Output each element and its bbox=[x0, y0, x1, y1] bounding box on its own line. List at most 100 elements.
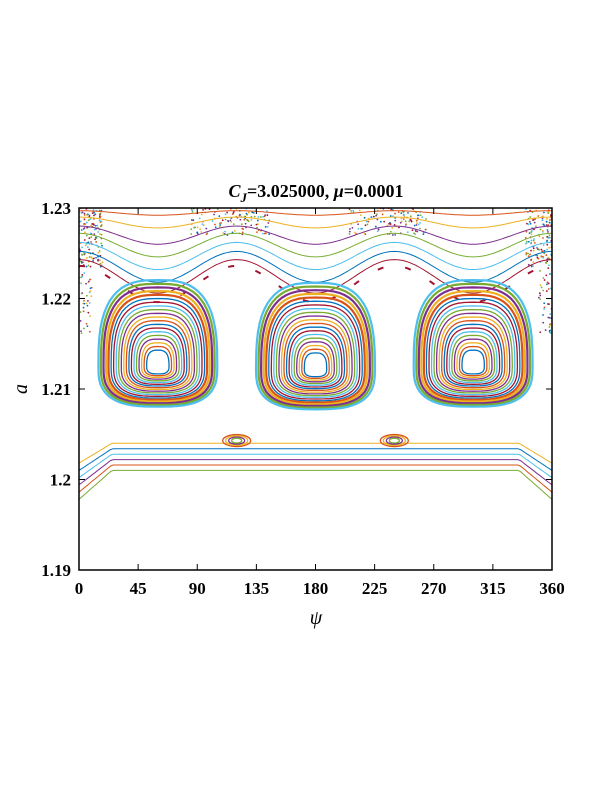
scatter-point bbox=[221, 219, 224, 222]
secondary-orbit bbox=[222, 433, 252, 448]
scatter-point bbox=[541, 250, 543, 253]
scatter-point bbox=[213, 213, 215, 216]
scatter-point bbox=[93, 224, 95, 226]
scatter-point bbox=[97, 231, 100, 233]
scatter-point bbox=[256, 219, 259, 222]
x-axis-label: ψ bbox=[310, 607, 323, 629]
scatter-point bbox=[238, 214, 241, 217]
scatter-point bbox=[80, 212, 83, 214]
scatter-point bbox=[80, 253, 83, 256]
scatter-point bbox=[88, 280, 90, 283]
passing-curve bbox=[79, 232, 552, 258]
island-orbit bbox=[290, 333, 341, 386]
island-orbit bbox=[120, 312, 196, 392]
scatter-point bbox=[266, 214, 269, 216]
scatter-point bbox=[255, 223, 258, 226]
scatter-point bbox=[388, 221, 391, 224]
scatter-point bbox=[266, 225, 269, 228]
island-orbit bbox=[278, 315, 353, 395]
lower-curve bbox=[79, 442, 552, 464]
scatter-point bbox=[83, 272, 86, 274]
scatter-point bbox=[82, 310, 85, 313]
scatter-point bbox=[539, 269, 542, 272]
scatter-point bbox=[545, 274, 548, 277]
scatter-point bbox=[525, 240, 528, 243]
scatter-point bbox=[389, 215, 392, 217]
scatter-point bbox=[218, 225, 221, 228]
scatter-point bbox=[526, 222, 528, 225]
scatter-point bbox=[80, 292, 83, 295]
scatter-point bbox=[548, 326, 551, 328]
scatter-point bbox=[99, 220, 102, 222]
secondary-orbit bbox=[388, 437, 400, 444]
scatter-point bbox=[240, 223, 243, 226]
scatter-point bbox=[193, 226, 196, 229]
scatter-point bbox=[250, 224, 253, 227]
scatter-point bbox=[527, 263, 530, 266]
scatter-point bbox=[376, 230, 379, 233]
island-orbit bbox=[140, 342, 175, 379]
scatter-point bbox=[90, 295, 93, 298]
scatter-point bbox=[547, 256, 550, 259]
scatter-point bbox=[525, 252, 528, 254]
x-tick-label: 45 bbox=[130, 579, 147, 598]
island-orbit bbox=[259, 289, 372, 408]
scatter-point bbox=[79, 320, 82, 322]
scatter-point bbox=[379, 220, 382, 223]
scatter-point bbox=[543, 252, 546, 255]
x-tick-label: 315 bbox=[480, 579, 506, 598]
scatter-point bbox=[543, 302, 546, 305]
scatter-point bbox=[548, 316, 551, 319]
scatter-point bbox=[218, 215, 221, 218]
scatter-point bbox=[98, 259, 101, 261]
lower-curves bbox=[79, 442, 552, 500]
scatter-point bbox=[90, 286, 93, 289]
scatter-point bbox=[257, 223, 259, 225]
scatter-point bbox=[367, 220, 370, 223]
scatter-point bbox=[549, 313, 552, 315]
island-orbit bbox=[446, 327, 501, 385]
scatter-point bbox=[548, 264, 550, 267]
scatter-point bbox=[394, 219, 397, 222]
scatter-point bbox=[530, 259, 532, 261]
island-orbit bbox=[268, 300, 363, 402]
scatter-point bbox=[211, 220, 214, 222]
scatter-point bbox=[374, 225, 377, 228]
scatter-point bbox=[525, 242, 528, 244]
scatter-point bbox=[415, 224, 418, 226]
scatter-point bbox=[540, 255, 543, 258]
scatter-point bbox=[542, 289, 545, 292]
scatter-point bbox=[87, 264, 90, 267]
y-tick-label: 1.2 bbox=[50, 471, 71, 490]
y-tick-label: 1.19 bbox=[41, 561, 71, 580]
scatter-point bbox=[99, 212, 102, 215]
scatter-point bbox=[92, 209, 95, 211]
island-orbit bbox=[453, 338, 493, 380]
scatter-point bbox=[357, 223, 360, 226]
scatter-point bbox=[424, 228, 427, 231]
scatter-point bbox=[85, 294, 88, 297]
scatter-point bbox=[219, 224, 222, 226]
scatter-point bbox=[214, 226, 217, 229]
scatter-point bbox=[372, 215, 375, 218]
island-orbit bbox=[458, 345, 488, 377]
scatter-point bbox=[416, 230, 419, 233]
scatter-point bbox=[409, 215, 412, 218]
y-axis-label: a bbox=[10, 384, 32, 394]
scatter-point bbox=[87, 299, 89, 302]
scatter-point bbox=[222, 232, 225, 234]
island-orbit bbox=[417, 286, 529, 405]
island-orbit bbox=[428, 301, 519, 397]
scatter-point bbox=[407, 211, 409, 214]
scatter-point bbox=[190, 233, 193, 235]
scatter-point bbox=[96, 224, 99, 227]
passing-curve bbox=[79, 210, 552, 216]
island-orbit bbox=[443, 323, 503, 387]
scatter-point bbox=[541, 229, 544, 232]
scatter-point bbox=[416, 222, 418, 225]
scatter-point bbox=[404, 220, 407, 223]
scatter-point bbox=[256, 226, 258, 229]
scatter-point bbox=[415, 219, 418, 222]
scatter-point bbox=[549, 287, 552, 290]
scatter-point bbox=[363, 216, 366, 219]
